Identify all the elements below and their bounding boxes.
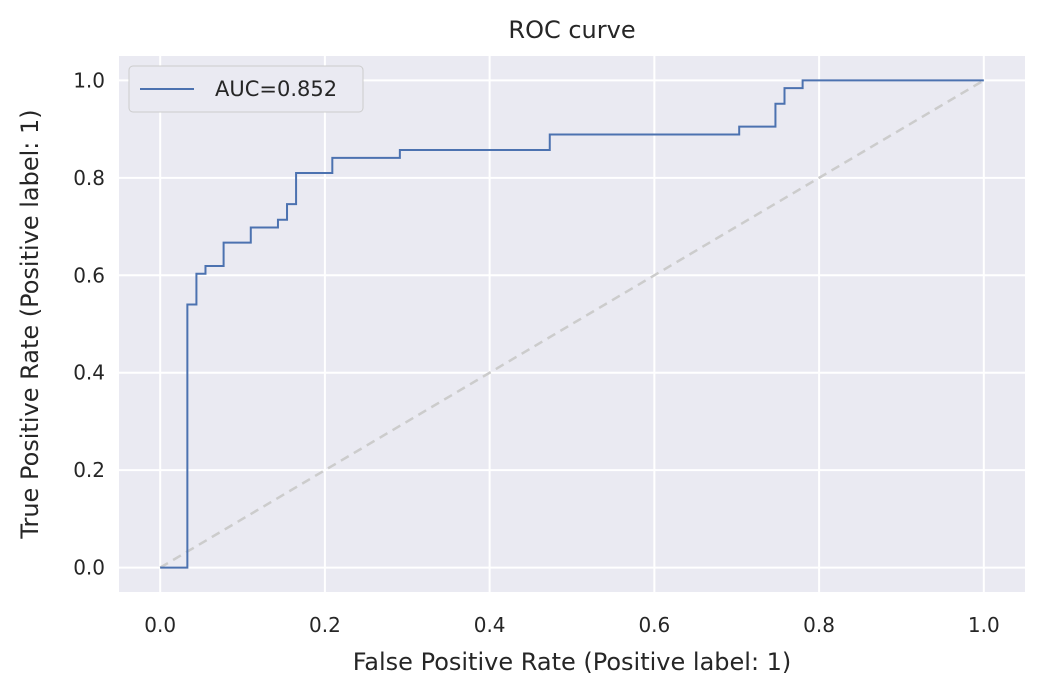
x-tick-label: 0.0 xyxy=(144,613,176,637)
x-tick-label: 0.4 xyxy=(474,613,506,637)
grid xyxy=(119,56,1025,592)
y-tick-label: 0.4 xyxy=(73,361,105,385)
series-layer xyxy=(159,79,985,569)
chance-diagonal-line xyxy=(159,79,985,569)
x-tick-label: 1.0 xyxy=(968,613,1000,637)
legend: AUC=0.852 xyxy=(128,65,364,113)
x-tick-label: 0.6 xyxy=(638,613,670,637)
y-tick-label: 0.0 xyxy=(73,556,105,580)
chart-title: ROC curve xyxy=(508,16,635,44)
y-tick-label: 1.0 xyxy=(73,68,105,92)
y-tick-label: 0.2 xyxy=(73,458,105,482)
roc-curve-line xyxy=(160,79,984,569)
x-tick-label: 0.8 xyxy=(803,613,835,637)
y-axis-title: True Positive Rate (Positive label: 1) xyxy=(16,109,44,539)
tick-labels: 0.0 0.2 0.4 0.6 0.8 1.0 0.0 0.2 0.4 0.6 0.8 1.0 xyxy=(73,68,1000,637)
legend-entry-label: AUC=0.852 xyxy=(215,77,337,101)
y-tick-label: 0.6 xyxy=(73,263,105,287)
x-tick-label: 0.2 xyxy=(309,613,341,637)
legend-box xyxy=(128,65,364,113)
y-tick-label: 0.8 xyxy=(73,166,105,190)
x-axis-title: False Positive Rate (Positive label: 1) xyxy=(353,648,792,676)
